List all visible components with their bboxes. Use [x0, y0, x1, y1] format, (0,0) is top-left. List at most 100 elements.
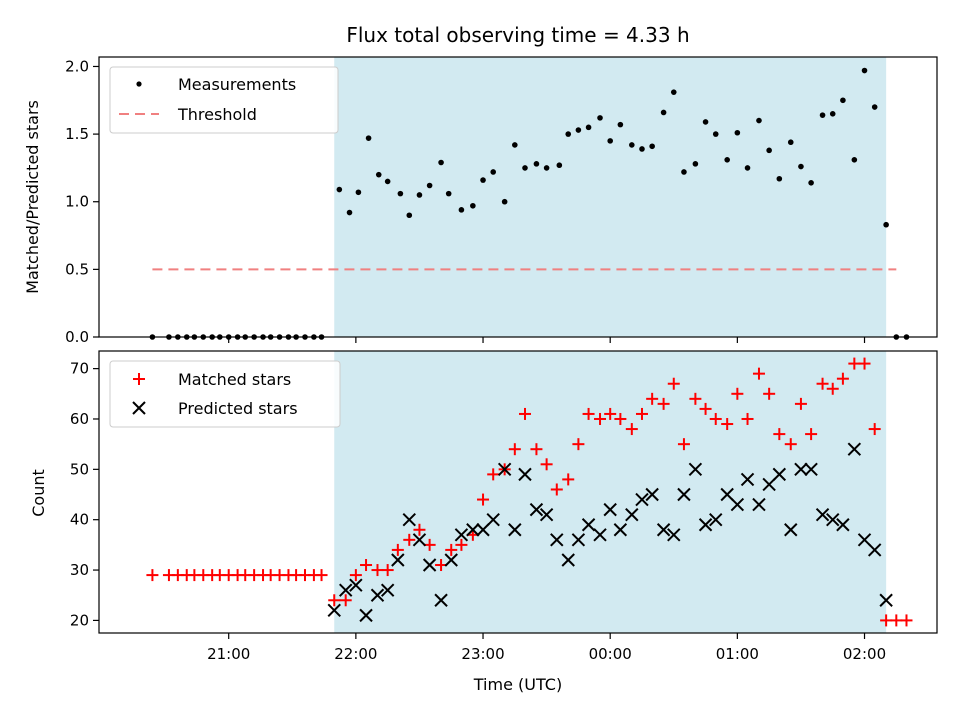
top-y-tick-label: 2.0: [65, 57, 89, 75]
matched-star-marker: [582, 407, 595, 420]
legend-measurements-marker: [136, 81, 142, 87]
matched-star-marker: [455, 538, 468, 551]
measurement-point: [470, 202, 476, 209]
chart-title: Flux total observing time = 4.33 h: [346, 23, 689, 47]
predicted-star-marker: [762, 477, 776, 492]
bottom-y-tick-label: 70: [70, 360, 89, 378]
measurement-point: [629, 142, 635, 148]
matched-star-marker: [518, 407, 531, 420]
measurement-point: [426, 182, 433, 189]
matched-star-marker: [360, 559, 373, 572]
matched-star-marker: [635, 407, 648, 420]
measurement-point: [734, 129, 741, 136]
matched-star-marker: [508, 443, 521, 456]
x-tick-label: 00:00: [589, 645, 632, 663]
predicted-star-marker: [402, 512, 416, 527]
predicted-stars-markers: [327, 442, 893, 623]
predicted-star-marker: [508, 523, 522, 537]
predicted-star-marker: [422, 558, 437, 572]
top-y-tick-label: 0.5: [65, 260, 89, 278]
matched-star-marker: [741, 412, 754, 425]
predicted-star-marker: [561, 553, 575, 567]
bottom-shaded-region: [334, 351, 887, 633]
matched-star-marker: [381, 564, 394, 577]
matched-star-marker: [880, 614, 893, 627]
predicted-star-marker: [497, 462, 512, 477]
measurement-point: [851, 157, 858, 163]
matched-star-marker: [731, 387, 744, 400]
predicted-star-marker: [847, 442, 862, 456]
measurement-point: [607, 138, 613, 144]
predicted-star-marker: [709, 512, 723, 527]
bottom-legend-box: [109, 360, 341, 428]
measurement-point: [766, 147, 772, 154]
measurement-point: [480, 177, 486, 183]
matched-star-marker: [371, 564, 384, 577]
measurement-point: [585, 124, 592, 131]
matched-star-marker: [784, 438, 797, 451]
bottom-y-tick-label: 50: [70, 460, 89, 478]
bottom-y-axis-label: Count: [29, 469, 48, 517]
predicted-star-marker: [857, 533, 872, 547]
legend-predicted-marker: [132, 401, 146, 415]
matched-star-marker: [868, 423, 881, 436]
predicted-star-marker: [603, 502, 617, 517]
measurement-point: [649, 143, 655, 150]
matched-star-marker: [604, 407, 617, 420]
legend-matched-label: Matched stars: [178, 370, 291, 389]
predicted-star-marker: [794, 462, 808, 477]
measurement-point: [819, 112, 826, 118]
matched-star-marker: [625, 423, 638, 436]
matched-star-marker: [391, 543, 404, 556]
matched-star-marker: [477, 493, 490, 506]
measurement-point: [365, 135, 372, 141]
predicted-star-marker: [349, 578, 363, 592]
matched-star-marker: [413, 523, 426, 536]
predicted-star-marker: [677, 487, 691, 502]
x-tick-label: 21:00: [207, 645, 250, 663]
predicted-star-marker: [593, 528, 607, 542]
measurement-point: [355, 189, 362, 196]
measurement-point: [346, 209, 353, 216]
matched-star-marker: [487, 468, 500, 481]
predicted-star-marker: [867, 543, 882, 557]
matched-star-marker: [146, 569, 159, 582]
matched-star-marker: [562, 473, 575, 486]
bottom-axes-frame: [98, 350, 938, 634]
top-shaded-region: [334, 57, 887, 337]
matched-star-marker: [900, 614, 913, 627]
bottom-y-tick-label: 30: [70, 561, 89, 579]
bottom-panel: 20 30 40 50 60 70 21:00 22:00 23:00 00:00 01:00 02:…: [29, 350, 938, 694]
measurement-point: [670, 89, 677, 95]
top-legend: Measurements Threshold: [109, 66, 339, 134]
predicted-star-marker: [518, 467, 532, 482]
legend-threshold-label: Threshold: [177, 105, 257, 124]
predicted-star-marker: [784, 523, 798, 537]
predicted-star-marker: [338, 583, 353, 597]
predicted-star-marker: [635, 492, 649, 507]
measurement-point: [490, 169, 497, 175]
matched-stars-markers: [146, 357, 913, 627]
x-tick-label: 22:00: [334, 645, 377, 663]
legend-measurements-label: Measurements: [178, 75, 296, 94]
bottom-y-tick-label: 60: [70, 410, 89, 428]
predicted-star-marker: [486, 512, 500, 527]
matched-star-marker: [709, 412, 722, 425]
matched-star-marker: [550, 483, 563, 496]
measurement-point: [639, 146, 645, 152]
predicted-star-marker: [466, 523, 480, 537]
predicted-star-marker: [539, 507, 554, 522]
measurement-point: [416, 192, 423, 198]
measurement-point: [397, 190, 404, 197]
bottom-y-tick-label: 20: [70, 611, 89, 629]
matched-star-marker: [328, 594, 341, 607]
measurement-point: [712, 131, 719, 137]
matched-star-marker: [816, 377, 829, 390]
legend-predicted-label: Predicted stars: [178, 399, 298, 418]
top-y-tick-label: 0.0: [65, 328, 89, 346]
predicted-star-marker: [529, 502, 544, 517]
matched-star-marker: [763, 387, 776, 400]
predicted-star-marker: [752, 497, 766, 512]
measurement-point: [565, 131, 572, 137]
